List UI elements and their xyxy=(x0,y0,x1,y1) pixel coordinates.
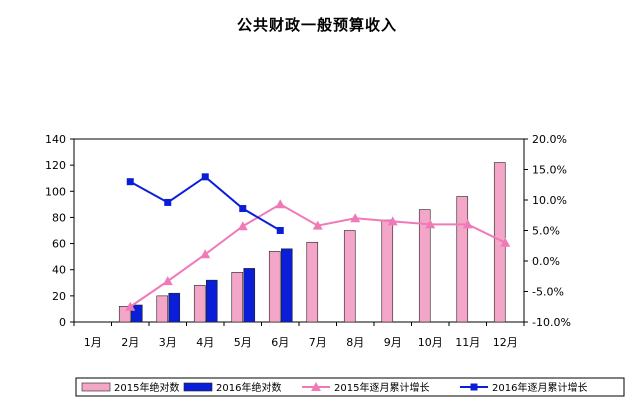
bar-2015 xyxy=(193,285,206,323)
chart-title: 公共财政一般预算收入 xyxy=(236,16,397,34)
left-tick-label: 40 xyxy=(52,264,66,277)
marker-2016-growth xyxy=(126,178,134,186)
marker-2015-growth xyxy=(162,276,173,286)
x-tick-label: 3月 xyxy=(159,336,177,349)
marker-2015-growth xyxy=(500,237,511,247)
bar-2015 xyxy=(156,295,169,323)
bar-2015 xyxy=(381,219,394,323)
marker-2016-growth xyxy=(164,198,172,206)
line-2016-growth xyxy=(129,175,281,232)
marker-2015-growth xyxy=(425,219,436,229)
marker-2015-growth xyxy=(350,213,361,223)
bar-2015 xyxy=(306,241,319,323)
x-tick-label: 1月 xyxy=(84,336,102,349)
x-tick-label: 11月 xyxy=(455,336,480,349)
lines-layer xyxy=(125,173,511,311)
right-tick-label: -5.0% xyxy=(532,286,564,299)
marker-2015-growth xyxy=(125,301,136,311)
marker-2016-growth xyxy=(239,205,247,213)
legend-label: 2016年逐月累计增长 xyxy=(492,381,587,394)
left-tick-label: 140 xyxy=(45,133,66,146)
legend-marker xyxy=(470,383,478,391)
left-tick-label: 120 xyxy=(45,159,66,172)
left-tick-label: 100 xyxy=(45,185,66,198)
marker-2016-growth xyxy=(201,173,209,181)
legend-swatch xyxy=(81,382,111,392)
x-tick-label: 9月 xyxy=(384,336,402,349)
marker-2015-growth xyxy=(237,221,248,231)
legend-label: 2015年绝对数 xyxy=(114,381,179,394)
bar-2015 xyxy=(418,209,431,323)
legend-label: 2015年逐月累计增长 xyxy=(334,381,429,394)
right-tick-label: 0.0% xyxy=(532,255,560,268)
bar-2016 xyxy=(205,279,218,323)
x-tick-label: 12月 xyxy=(493,336,518,349)
axes: 0 20 40 60 80 100 120 140 -10.0% -5.0% 0.0% 5.0% 10.… xyxy=(45,133,571,349)
left-tick-label: 20 xyxy=(52,290,66,303)
left-tick-label: 80 xyxy=(52,211,66,224)
bar-2015 xyxy=(118,306,131,323)
marker-2015-growth xyxy=(275,199,286,209)
x-tick-label: 5月 xyxy=(234,336,252,349)
bar-2016 xyxy=(280,248,293,323)
right-tick-label: -10.0% xyxy=(532,316,571,329)
right-tick-label: 5.0% xyxy=(532,225,560,238)
bar-2015 xyxy=(343,230,356,323)
marker-2015-growth xyxy=(462,219,473,229)
x-tick-label: 6月 xyxy=(271,336,289,349)
bar-2016 xyxy=(243,268,256,323)
marker-2015-growth xyxy=(200,249,211,259)
x-tick-label: 2月 xyxy=(121,336,139,349)
marker-2015-growth xyxy=(312,220,323,230)
bar-2015 xyxy=(456,196,469,323)
legend-swatch xyxy=(183,382,213,392)
right-tick-label: 10.0% xyxy=(532,194,567,207)
marker-2016-growth xyxy=(276,227,284,234)
bar-2015 xyxy=(231,272,244,323)
x-tick-label: 10月 xyxy=(418,336,443,349)
legend: 2015年绝对数 2016年绝对数 2015年逐月累计增长 2016年逐月累计增长 xyxy=(75,377,625,397)
legend-marker xyxy=(311,382,321,391)
x-tick-label: 7月 xyxy=(309,336,327,349)
bar-2016 xyxy=(130,304,143,323)
right-tick-label: 15.0% xyxy=(532,164,567,177)
legend-label: 2016年绝对数 xyxy=(216,381,281,394)
marker-2015-growth xyxy=(387,216,398,226)
bars-layer xyxy=(118,162,506,323)
left-tick-label: 0 xyxy=(59,316,66,329)
x-tick-label: 4月 xyxy=(196,336,214,349)
legend-box xyxy=(75,377,625,397)
right-tick-label: 20.0% xyxy=(532,133,567,146)
bar-2016 xyxy=(168,292,181,323)
bar-2015 xyxy=(268,251,281,323)
left-tick-label: 60 xyxy=(52,238,66,251)
x-tick-label: 8月 xyxy=(346,336,364,349)
